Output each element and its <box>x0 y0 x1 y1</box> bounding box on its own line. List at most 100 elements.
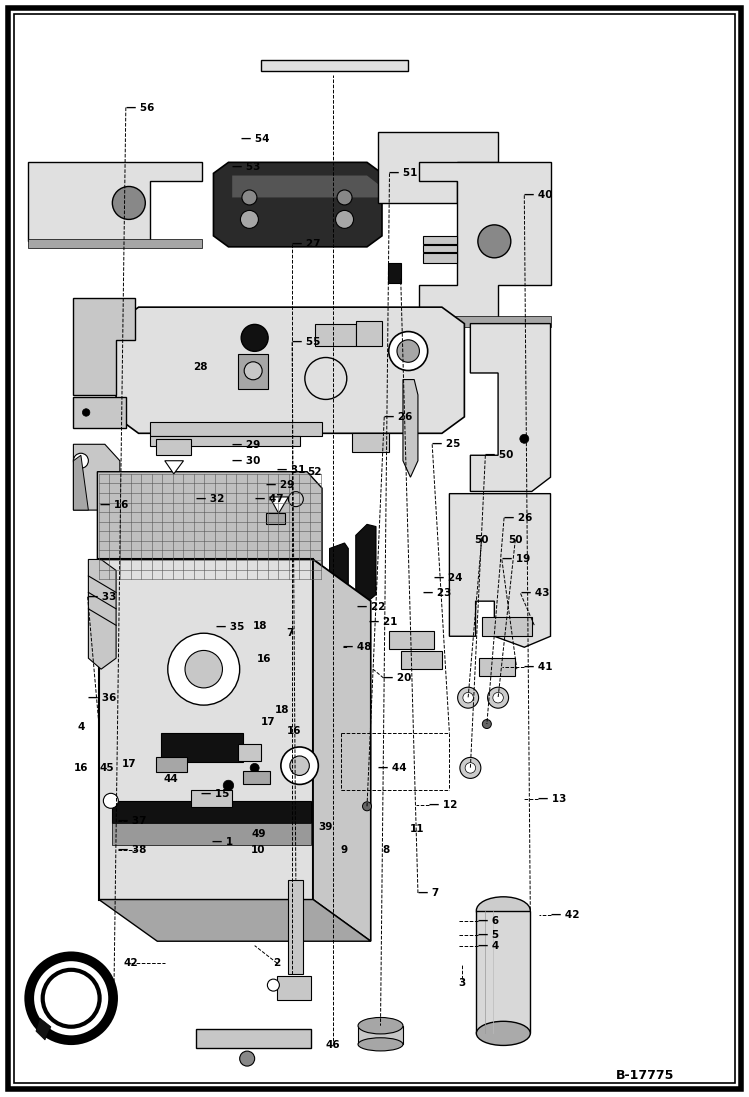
Polygon shape <box>99 900 371 941</box>
Text: — 44: — 44 <box>378 762 407 773</box>
Polygon shape <box>255 620 273 632</box>
Polygon shape <box>330 543 348 627</box>
Text: — 33: — 33 <box>88 591 116 602</box>
Text: — 55: — 55 <box>292 337 321 348</box>
Circle shape <box>103 793 118 808</box>
Polygon shape <box>73 298 135 395</box>
Circle shape <box>290 756 309 776</box>
Circle shape <box>336 211 354 228</box>
Text: — 36: — 36 <box>88 692 116 703</box>
Ellipse shape <box>476 1021 530 1045</box>
Text: — 47: — 47 <box>255 494 283 505</box>
Text: — 19: — 19 <box>502 554 530 565</box>
Circle shape <box>281 747 318 784</box>
Text: 16: 16 <box>73 762 88 773</box>
Polygon shape <box>213 162 382 247</box>
Text: — 38: — 38 <box>118 845 146 856</box>
Circle shape <box>397 340 419 362</box>
Circle shape <box>241 325 268 351</box>
Polygon shape <box>73 455 88 510</box>
Text: 44: 44 <box>163 773 178 784</box>
Circle shape <box>185 651 222 688</box>
Text: 8: 8 <box>382 845 389 856</box>
Text: 7: 7 <box>286 627 294 638</box>
Text: B-17775: B-17775 <box>616 1068 674 1082</box>
Text: 18: 18 <box>252 621 267 632</box>
Polygon shape <box>238 354 268 389</box>
Text: — 42: — 42 <box>551 909 579 920</box>
Text: — 30: — 30 <box>232 455 261 466</box>
Circle shape <box>465 762 476 773</box>
Text: 17: 17 <box>121 758 136 769</box>
Polygon shape <box>28 162 202 241</box>
Polygon shape <box>358 1026 403 1044</box>
Polygon shape <box>423 245 457 252</box>
Polygon shape <box>196 1029 311 1048</box>
Polygon shape <box>238 744 261 761</box>
Polygon shape <box>191 790 232 807</box>
Circle shape <box>82 409 90 416</box>
Polygon shape <box>156 757 187 772</box>
Polygon shape <box>419 316 551 327</box>
Circle shape <box>242 190 257 205</box>
Polygon shape <box>281 612 298 627</box>
Polygon shape <box>482 617 532 636</box>
Polygon shape <box>270 497 288 513</box>
Text: 17: 17 <box>261 716 276 727</box>
FancyBboxPatch shape <box>8 8 741 1089</box>
Polygon shape <box>423 253 457 263</box>
Polygon shape <box>73 444 120 510</box>
Circle shape <box>389 331 428 371</box>
Polygon shape <box>116 307 464 433</box>
Text: — 25: — 25 <box>432 439 461 450</box>
Circle shape <box>240 1051 255 1066</box>
Text: — 13: — 13 <box>538 793 566 804</box>
FancyBboxPatch shape <box>14 14 735 1083</box>
Text: 3: 3 <box>458 977 466 988</box>
Polygon shape <box>266 513 285 524</box>
Polygon shape <box>210 617 238 633</box>
Text: — 48: — 48 <box>343 642 372 653</box>
Text: 45: 45 <box>99 762 114 773</box>
Text: — 15: — 15 <box>201 789 229 800</box>
Circle shape <box>463 692 473 703</box>
Text: 28: 28 <box>193 362 208 373</box>
Circle shape <box>250 764 259 772</box>
Polygon shape <box>389 631 434 649</box>
Circle shape <box>488 687 509 709</box>
Circle shape <box>288 491 303 507</box>
Circle shape <box>520 434 529 443</box>
Circle shape <box>258 598 273 613</box>
Circle shape <box>482 720 491 728</box>
Text: — 54: — 54 <box>241 134 270 145</box>
Text: 42: 42 <box>124 958 139 969</box>
Polygon shape <box>470 324 551 491</box>
Text: — 7: — 7 <box>418 887 439 898</box>
Circle shape <box>168 633 240 705</box>
Text: — 40: — 40 <box>524 190 553 201</box>
Ellipse shape <box>358 1018 403 1034</box>
Text: — 26: — 26 <box>384 411 413 422</box>
Text: 16: 16 <box>256 654 271 665</box>
Text: — 22: — 22 <box>357 601 386 612</box>
Text: — 20: — 20 <box>383 672 412 683</box>
Polygon shape <box>388 263 401 283</box>
Text: 11: 11 <box>410 824 425 835</box>
Polygon shape <box>243 771 270 784</box>
Text: — 12: — 12 <box>429 800 458 811</box>
Text: 9: 9 <box>341 845 348 856</box>
Polygon shape <box>99 559 371 601</box>
Text: 16: 16 <box>287 725 302 736</box>
Ellipse shape <box>476 897 530 924</box>
Circle shape <box>73 453 88 468</box>
Text: — 37: — 37 <box>118 815 146 826</box>
Polygon shape <box>28 239 202 248</box>
Polygon shape <box>356 524 376 603</box>
Polygon shape <box>112 823 311 845</box>
Text: 50: 50 <box>508 534 523 545</box>
Polygon shape <box>156 439 191 455</box>
Polygon shape <box>232 176 378 197</box>
Text: — 1: — 1 <box>212 837 233 848</box>
Polygon shape <box>99 559 313 900</box>
Circle shape <box>493 692 503 703</box>
